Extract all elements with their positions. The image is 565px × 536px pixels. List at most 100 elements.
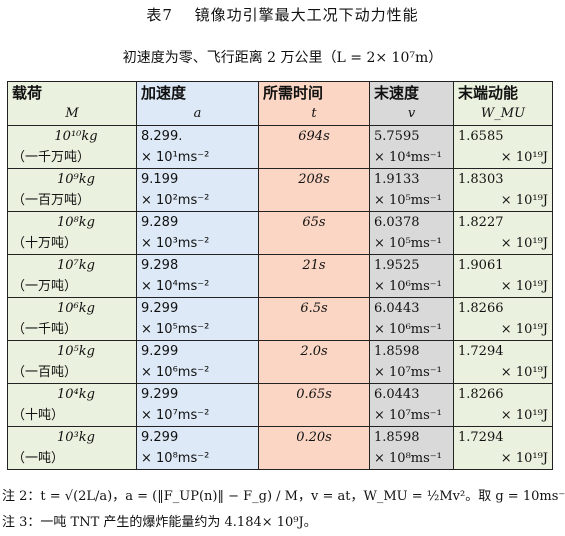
footnote-2: 注 2：t = √(2L/a)，a = (‖F_UP(n)‖ − F_g) / … — [2, 489, 565, 504]
cell-acceleration: 9.299 × 10⁵ms⁻² — [136, 297, 259, 341]
cell-energy: 1.8266 × 10¹⁹J — [453, 383, 553, 427]
cell-load-mass-note: （一千吨） — [12, 322, 78, 337]
cell-acceleration-accel-2: × 10⁷ms⁻² — [141, 408, 210, 423]
cell-velocity: 1.8598 × 10⁷ms⁻¹ — [369, 340, 454, 384]
cell-velocity: 1.9525 × 10⁶ms⁻¹ — [369, 254, 454, 298]
cell-velocity-vel-1: 1.8598 — [374, 344, 420, 359]
cell-load-mass: 10⁸kg — [57, 215, 95, 230]
table-row: 10¹⁰kg （一千万吨） 8.299. × 10¹ms⁻² 694s 5.7595 × 1… — [7, 125, 553, 169]
cell-energy-energy-2: × 10¹⁹J — [500, 365, 548, 380]
cell-velocity-vel-2: × 10⁷ms⁻¹ — [374, 408, 442, 423]
cell-energy-energy-2: × 10¹⁹J — [500, 193, 548, 208]
cell-velocity-vel-2: × 10⁶ms⁻¹ — [374, 279, 442, 294]
header-velocity: 末速度 v — [369, 81, 454, 126]
cell-energy-energy-1: 1.9061 — [458, 258, 504, 273]
header-acceleration: 加速度 a — [136, 81, 259, 126]
header-time: 所需时间 t — [258, 81, 370, 126]
cell-energy: 1.8266 × 10¹⁹J — [453, 297, 553, 341]
cell-time: 208s — [258, 168, 370, 212]
cell-velocity: 5.7595 × 10⁴ms⁻¹ — [369, 125, 454, 169]
cell-time: 2.0s — [258, 340, 370, 384]
cell-load-mass-note: （十吨） — [12, 408, 65, 423]
cell-energy-energy-1: 1.6585 — [458, 129, 504, 144]
cell-acceleration: 8.299. × 10¹ms⁻² — [136, 125, 259, 169]
cell-acceleration: 9.299 × 10⁷ms⁻² — [136, 383, 259, 427]
cell-load-mass-note: （一百万吨） — [12, 193, 91, 208]
cell-velocity-vel-2: × 10⁵ms⁻¹ — [374, 193, 442, 208]
table-subtitle: 初速度为零、飞行距离 2 万公里（L = 2× 10⁷m） — [122, 50, 443, 66]
cell-acceleration-accel-1: 9.299 — [141, 430, 179, 445]
cell-load-mass: 10⁴kg — [57, 387, 95, 402]
cell-velocity-vel-2: × 10⁴ms⁻¹ — [374, 150, 442, 165]
cell-acceleration-accel-1: 9.299 — [141, 301, 179, 316]
cell-energy: 1.8303 × 10¹⁹J — [453, 168, 553, 212]
cell-acceleration: 9.199 × 10²ms⁻² — [136, 168, 259, 212]
cell-velocity-vel-2: × 10⁸ms⁻¹ — [374, 451, 442, 466]
cell-load-mass: 10⁶kg — [57, 301, 95, 316]
cell-load-mass: 10⁹kg — [57, 172, 95, 187]
table-row: 10⁸kg （十万吨） 9.289 × 10³ms⁻² 65s 6.0378 × 10⁵ms… — [7, 211, 553, 255]
cell-load: 10⁵kg （一百吨） — [7, 340, 137, 384]
cell-acceleration: 9.299 × 10⁸ms⁻² — [136, 426, 259, 470]
cell-load-mass: 10⁵kg — [57, 344, 95, 359]
header-row: 载荷 M 加速度 a 所需时间 t 末速度 v 末端动能 W_MU — [7, 81, 553, 126]
cell-time-time: 208s — [298, 172, 330, 187]
cell-load: 10³kg （一吨） — [7, 426, 137, 470]
cell-load: 10⁴kg （十吨） — [7, 383, 137, 427]
cell-velocity-vel-1: 1.8598 — [374, 430, 420, 445]
cell-energy-energy-1: 1.7294 — [458, 344, 504, 359]
cell-velocity: 6.0378 × 10⁵ms⁻¹ — [369, 211, 454, 255]
table-row: 10⁴kg （十吨） 9.299 × 10⁷ms⁻² 0.65s 6.0443 × 10⁷m… — [7, 383, 553, 427]
table-title: 表7 镜像功引擎最大工况下动力性能 — [146, 6, 419, 24]
cell-energy-energy-2: × 10¹⁹J — [500, 279, 548, 294]
cell-energy: 1.8227 × 10¹⁹J — [453, 211, 553, 255]
cell-time: 6.5s — [258, 297, 370, 341]
cell-acceleration-accel-1: 9.299 — [141, 344, 179, 359]
cell-acceleration-accel-1: 9.289 — [141, 215, 179, 230]
cell-velocity-vel-1: 6.0443 — [374, 387, 420, 402]
cell-load-mass-note: （一万吨） — [12, 279, 78, 294]
cell-acceleration-accel-2: × 10²ms⁻² — [141, 193, 210, 208]
cell-energy-energy-1: 1.8266 — [458, 301, 504, 316]
performance-table: 载荷 M 加速度 a 所需时间 t 末速度 v 末端动能 W_MU 10¹⁰kg… — [7, 81, 553, 470]
header-energy: 末端动能 W_MU — [453, 81, 553, 126]
cell-time: 694s — [258, 125, 370, 169]
cell-time-time: 6.5s — [300, 301, 328, 316]
cell-acceleration: 9.299 × 10⁶ms⁻² — [136, 340, 259, 384]
cell-energy-energy-2: × 10¹⁹J — [500, 322, 548, 337]
cell-velocity-vel-2: × 10⁵ms⁻¹ — [374, 236, 442, 251]
cell-energy-energy-2: × 10¹⁹J — [500, 236, 548, 251]
cell-velocity-vel-1: 6.0378 — [374, 215, 420, 230]
table-row: 10⁹kg （一百万吨） 9.199 × 10²ms⁻² 208s 1.9133 × 10⁵… — [7, 168, 553, 212]
cell-load-mass-note: （一百吨） — [12, 365, 78, 380]
cell-velocity-vel-1: 1.9525 — [374, 258, 420, 273]
cell-acceleration-accel-1: 8.299. — [141, 129, 183, 144]
cell-energy-energy-2: × 10¹⁹J — [500, 451, 548, 466]
cell-load: 10⁶kg （一千吨） — [7, 297, 137, 341]
cell-acceleration: 9.289 × 10³ms⁻² — [136, 211, 259, 255]
cell-load-mass: 10³kg — [57, 430, 95, 445]
cell-energy-energy-1: 1.8266 — [458, 387, 504, 402]
cell-velocity-vel-2: × 10⁶ms⁻¹ — [374, 322, 442, 337]
cell-acceleration-accel-2: × 10⁸ms⁻² — [141, 451, 210, 466]
cell-energy: 1.9061 × 10¹⁹J — [453, 254, 553, 298]
cell-acceleration-accel-2: × 10³ms⁻² — [141, 236, 210, 251]
cell-energy-energy-2: × 10¹⁹J — [500, 408, 548, 423]
cell-acceleration-accel-1: 9.199 — [141, 172, 179, 187]
header-load: 载荷 M — [7, 81, 137, 126]
cell-velocity-vel-1: 5.7595 — [374, 129, 420, 144]
cell-load: 10⁸kg （十万吨） — [7, 211, 137, 255]
cell-time: 0.20s — [258, 426, 370, 470]
cell-time-time: 21s — [302, 258, 326, 273]
table-row: 10³kg （一吨） 9.299 × 10⁸ms⁻² 0.20s 1.8598 × 10⁸m… — [7, 426, 553, 470]
cell-time: 65s — [258, 211, 370, 255]
cell-time-time: 65s — [302, 215, 326, 230]
cell-load-mass-note: （十万吨） — [12, 236, 78, 251]
cell-time-time: 2.0s — [300, 344, 328, 359]
cell-energy: 1.7294 × 10¹⁹J — [453, 340, 553, 384]
cell-velocity-vel-1: 1.9133 — [374, 172, 420, 187]
cell-velocity-vel-1: 6.0443 — [374, 301, 420, 316]
cell-time: 0.65s — [258, 383, 370, 427]
cell-load-mass: 10¹⁰kg — [54, 129, 98, 144]
cell-load: 10¹⁰kg （一千万吨） — [7, 125, 137, 169]
